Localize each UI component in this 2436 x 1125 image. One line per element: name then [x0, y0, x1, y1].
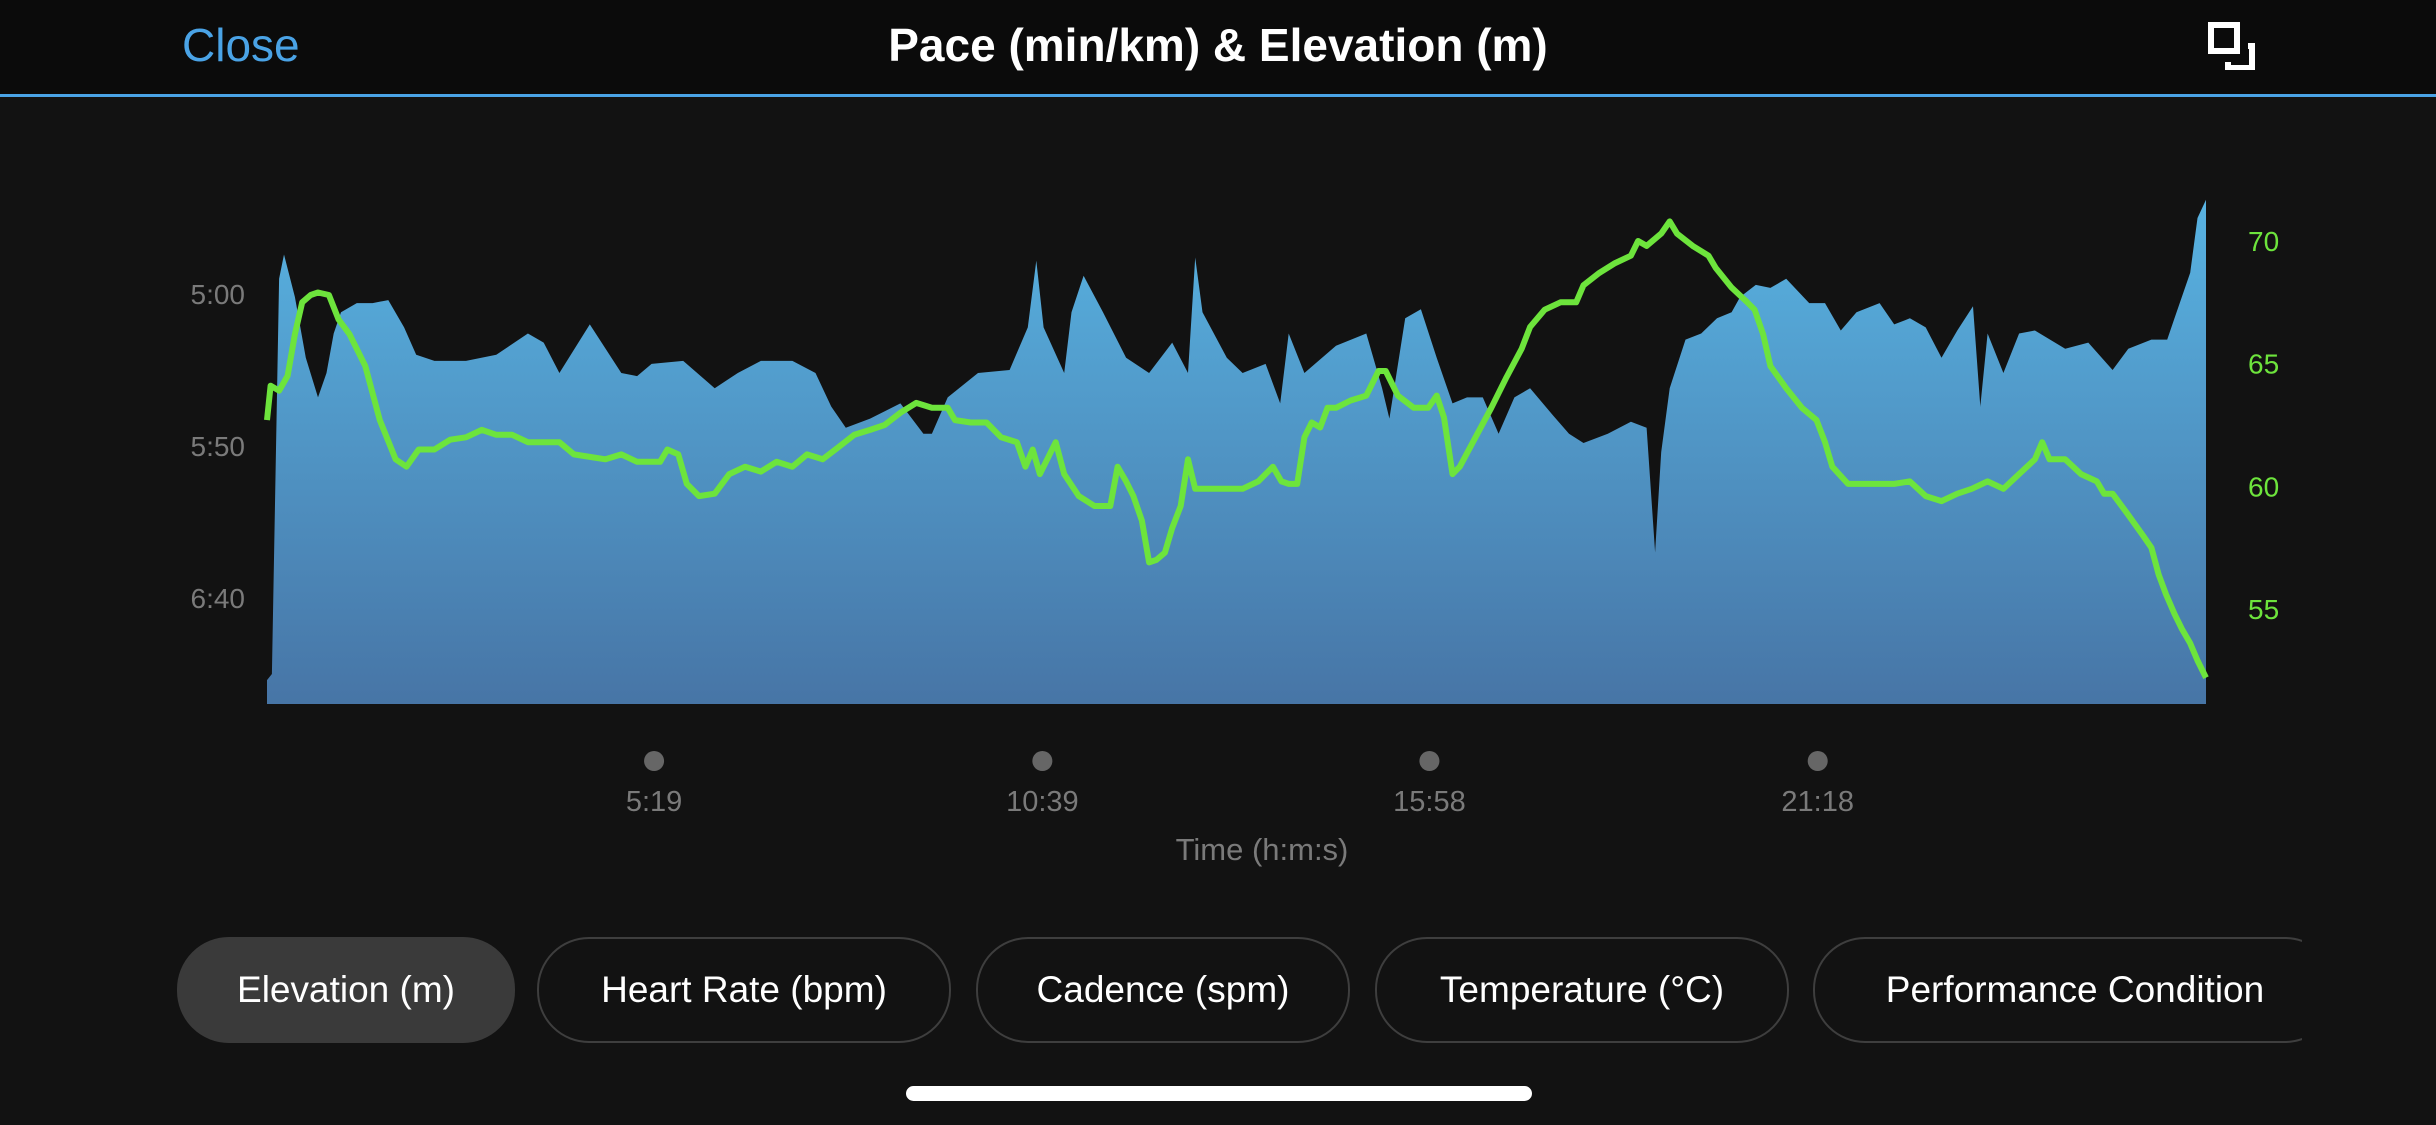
- home-indicator[interactable]: [906, 1086, 1532, 1101]
- left-axis-tick-label: 6:40: [191, 583, 246, 614]
- pace-area-series: [267, 199, 2206, 705]
- left-axis-tick-label: 5:00: [191, 279, 246, 310]
- metric-selector: Elevation (m) Heart Rate (bpm) Cadence (…: [177, 937, 2302, 1043]
- x-tick-dot: [1419, 751, 1440, 771]
- x-axis-tick-label: 10:39: [1006, 786, 1079, 818]
- right-axis-tick-label: 70: [2248, 226, 2279, 257]
- x-tick-dot: [1807, 751, 1828, 771]
- right-axis-tick-label: 65: [2248, 349, 2279, 380]
- expand-icon[interactable]: [2208, 22, 2256, 70]
- pill-cadence[interactable]: Cadence (spm): [976, 937, 1350, 1043]
- x-tick-dot: [1032, 751, 1053, 771]
- right-axis-tick-label: 55: [2248, 594, 2279, 625]
- right-axis-tick-label: 60: [2248, 471, 2279, 502]
- x-tick-dot: [644, 751, 665, 771]
- x-axis-tick-label: 21:18: [1781, 786, 1854, 818]
- x-axis-tick-label: 15:58: [1393, 786, 1466, 818]
- elevation-line-series: [264, 218, 2209, 680]
- close-button[interactable]: Close: [182, 19, 300, 71]
- pill-temperature[interactable]: Temperature (°C): [1375, 937, 1789, 1043]
- page-title: Pace (min/km) & Elevation (m): [888, 19, 1548, 71]
- left-axis-tick-label: 5:50: [191, 431, 246, 462]
- pill-elevation[interactable]: Elevation (m): [177, 937, 515, 1043]
- header-bar: Close Pace (min/km) & Elevation (m): [0, 0, 2436, 97]
- x-axis-label: Time (h:m:s): [1176, 832, 1349, 867]
- pill-performance-condition[interactable]: Performance Condition: [1813, 937, 2302, 1043]
- x-axis-tick-label: 5:19: [626, 786, 682, 818]
- pill-heart-rate[interactable]: Heart Rate (bpm): [537, 937, 951, 1043]
